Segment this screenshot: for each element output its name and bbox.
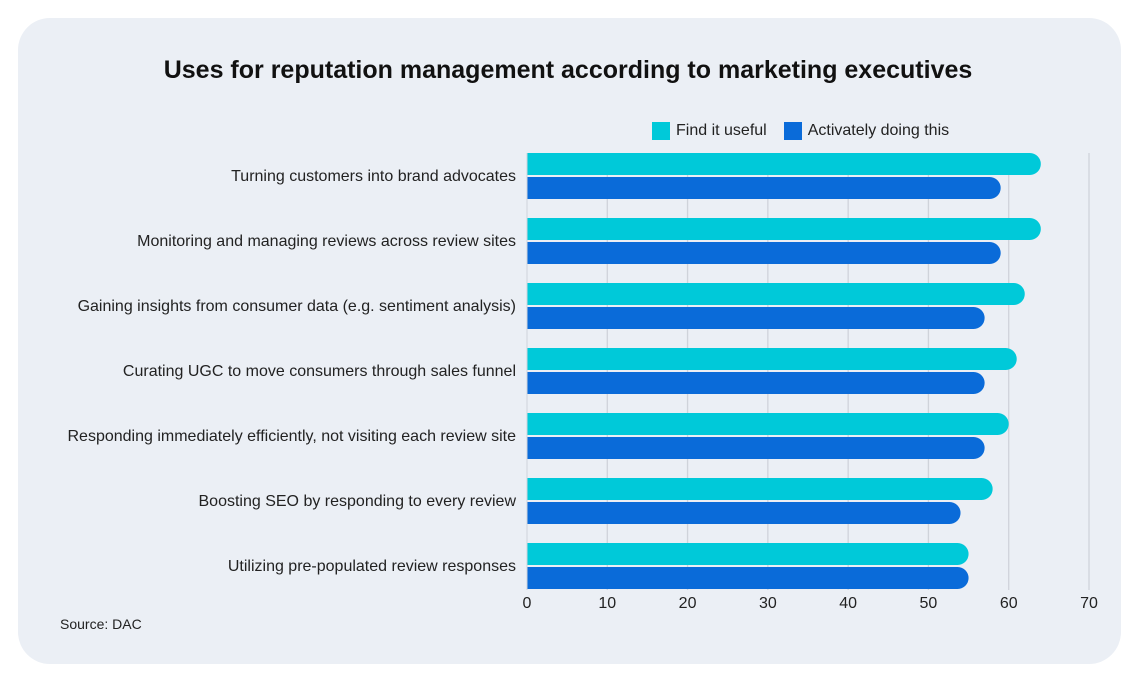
bar-find-it-useful [527,478,993,500]
legend-item-doing: Activately doing this [783,122,950,140]
bar-activately-doing [527,567,969,589]
chart-title: Uses for reputation management according… [163,56,973,84]
bar-find-it-useful [527,153,1041,175]
bar-activately-doing [527,372,985,394]
bar-activately-doing [527,242,1001,264]
legend-label: Activately doing this [807,122,950,139]
legend-item-useful: Find it useful [652,122,767,140]
x-tick-label: 0 [523,595,532,612]
bar-find-it-useful [527,218,1041,240]
legend-swatch [783,122,802,140]
category-label: Responding immediately efficiently, not … [67,428,516,445]
category-label: Boosting SEO by responding to every revi… [199,493,517,510]
legend-swatch [652,122,670,140]
legend: Find it useful Activately doing this [652,122,966,140]
bar-activately-doing [527,502,961,524]
category-label: Turning customers into brand advocates [231,168,516,185]
bar-activately-doing [527,307,985,329]
legend-label: Find it useful [676,122,767,139]
x-tick-label: 10 [598,595,616,612]
x-tick-label: 50 [920,595,938,612]
x-tick-label: 70 [1080,595,1098,612]
category-label: Curating UGC to move consumers through s… [123,363,516,380]
bar-find-it-useful [527,348,1017,370]
bar-find-it-useful [527,543,969,565]
x-tick-label: 30 [759,595,777,612]
bar-find-it-useful [527,283,1025,305]
x-tick-label: 60 [1000,595,1018,612]
x-tick-label: 20 [679,595,697,612]
bar-activately-doing [527,177,1001,199]
category-label: Utilizing pre-populated review responses [228,558,516,575]
bar-activately-doing [527,437,985,459]
x-tick-label: 40 [839,595,857,612]
category-label: Gaining insights from consumer data (e.g… [78,298,516,315]
bar-find-it-useful [527,413,1009,435]
category-label: Monitoring and managing reviews across r… [137,233,516,250]
source-note: Source: DAC [60,616,142,632]
